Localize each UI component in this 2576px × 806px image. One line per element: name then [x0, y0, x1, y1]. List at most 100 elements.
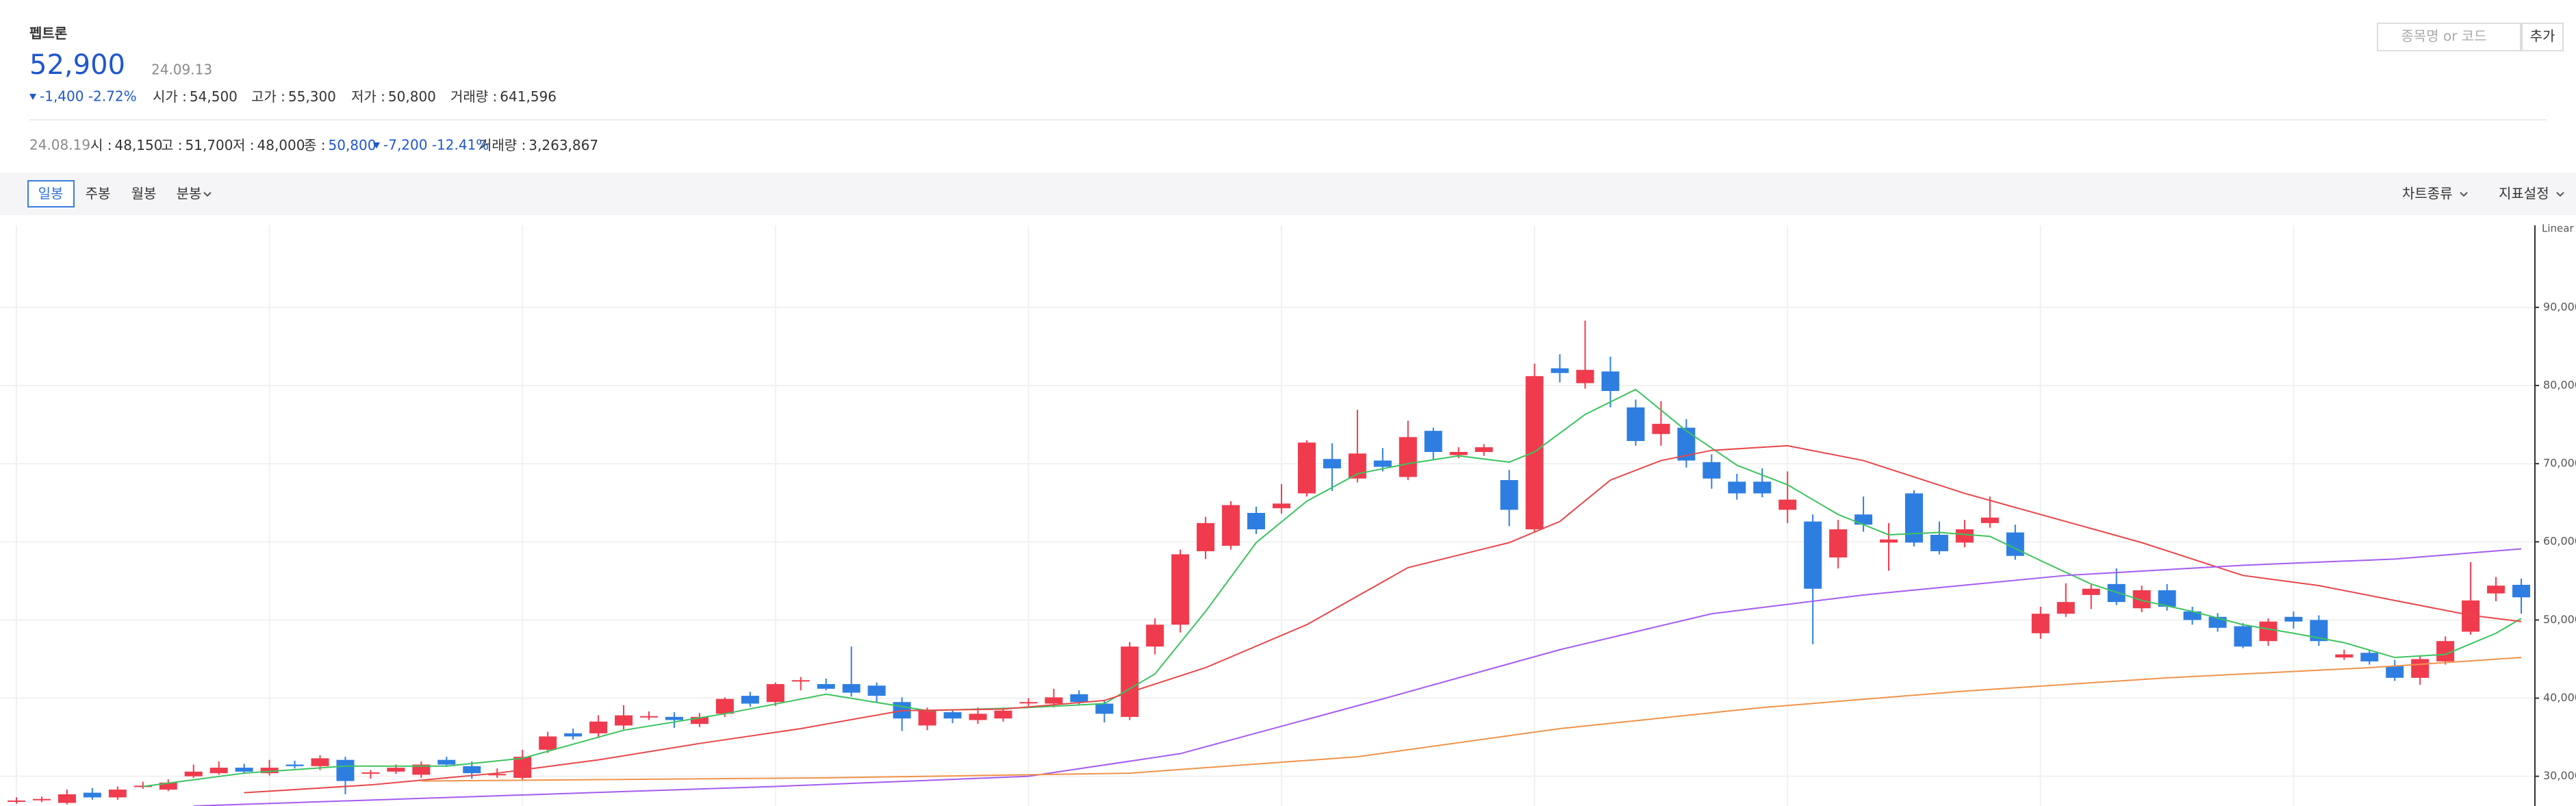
tab[interactable]: 월봉 [131, 186, 157, 202]
candle-body [83, 792, 101, 798]
candle-body [1348, 453, 1366, 479]
menu[interactable]: 지표설정 [2499, 186, 2549, 202]
tab[interactable]: 일봉 [38, 186, 64, 202]
candle-body [2107, 583, 2126, 603]
menu[interactable]: 차트종류 [2402, 186, 2453, 202]
candle-body [2132, 590, 2151, 609]
value: 55,300 [288, 88, 336, 105]
hover-open: 시 :48,150 [90, 137, 162, 153]
candle-body [943, 712, 962, 719]
candle-body [2360, 653, 2379, 662]
price: 52,900 [29, 49, 125, 81]
tab[interactable]: 주봉 [86, 186, 111, 202]
label: 저 : [233, 137, 255, 153]
value: 50,800 [388, 88, 436, 105]
tab[interactable]: 분봉 [177, 186, 202, 202]
candle-body [1297, 442, 1316, 494]
candle-body [209, 768, 228, 774]
candle-body [2284, 616, 2303, 622]
candle-body [2335, 654, 2354, 658]
candle-body [539, 736, 557, 750]
candle-body [1095, 703, 1114, 714]
candle-body [1652, 423, 1670, 434]
candle-body [2056, 602, 2075, 614]
value: 48,000 [257, 137, 305, 153]
y-tick-label: 30,000 [2543, 769, 2576, 782]
value: 54,500 [190, 88, 238, 105]
toolbar [0, 173, 2576, 215]
candle-body [437, 759, 456, 765]
candle-body [1373, 460, 1392, 467]
candle-body [463, 766, 481, 774]
price-chart: 30,000 40,000 50,000 60,000 70,000 80,000 90,0… [0, 223, 2576, 806]
candle-body [1247, 513, 1266, 529]
y-tick-label: 60,000 [2543, 535, 2576, 548]
candle-body [2234, 626, 2252, 647]
candle-body [2487, 585, 2505, 594]
label: 거래량 : [450, 88, 497, 105]
candle-body [1273, 503, 1290, 509]
candle-body [817, 683, 835, 689]
down-arrow [29, 94, 36, 100]
candle-body [791, 680, 810, 682]
candle-body [1424, 431, 1442, 452]
add-button-label: 추가 [2530, 28, 2555, 45]
hover-date: 24.08.19 [29, 137, 90, 153]
candle-body [58, 794, 76, 803]
candle-body [2158, 590, 2176, 607]
candle-body [336, 759, 355, 781]
label: 고가 : [251, 88, 285, 105]
candle-body [994, 710, 1012, 719]
candle-body [589, 721, 608, 733]
candle-body [741, 696, 759, 704]
chevron [2460, 192, 2468, 197]
hover-low: 저 :48,000 [233, 137, 305, 153]
moving-average [244, 444, 2522, 794]
candle-body [1070, 694, 1088, 703]
hover-volume: 거래량 :3,263,867 [479, 137, 598, 153]
candle-body [235, 768, 253, 772]
tab-selected [27, 180, 75, 207]
candle-body [32, 798, 51, 801]
candle-body [1449, 451, 1468, 455]
candle-body [1804, 521, 1822, 589]
candle-body [513, 757, 532, 778]
hover-high: 고 :51,700 [161, 137, 233, 153]
candle-body [690, 716, 709, 725]
candle-body [715, 698, 734, 714]
moving-average [142, 388, 2522, 788]
candle-body [412, 764, 431, 775]
candle-body [1121, 646, 1139, 717]
candle-body [2259, 621, 2278, 642]
hover-change: -7,200 -12.41% [383, 137, 489, 153]
candle-body [1980, 517, 1999, 523]
scale-label: Linear [2542, 223, 2574, 235]
candle-body [8, 801, 25, 803]
label: 종 : [304, 137, 326, 153]
search-box[interactable] [2377, 23, 2521, 51]
candle-body [1576, 370, 1594, 383]
candle-body [1627, 407, 1645, 442]
candle-body [159, 782, 177, 790]
candle-body [1323, 459, 1341, 468]
y-tick-label: 50,000 [2543, 613, 2576, 626]
candle-body [1728, 481, 1746, 494]
add-button[interactable] [2521, 23, 2564, 51]
quote-high: 고가 :55,300 [251, 88, 336, 105]
candle-body [1399, 437, 1417, 477]
candle-body [260, 768, 279, 774]
candle-body [766, 683, 785, 703]
candle-body [1500, 480, 1518, 510]
candle-body [2512, 585, 2531, 598]
candle-body [311, 758, 329, 766]
chevron [2556, 192, 2564, 197]
hover-close: 종 :50,800 [304, 137, 376, 153]
candle-body [2386, 666, 2404, 678]
value: 641,596 [500, 88, 557, 105]
candle-body [1905, 493, 1923, 543]
candle-body [285, 764, 304, 766]
candle-body [1171, 554, 1190, 625]
candle-body [361, 772, 380, 774]
candle-body [1880, 539, 1898, 543]
